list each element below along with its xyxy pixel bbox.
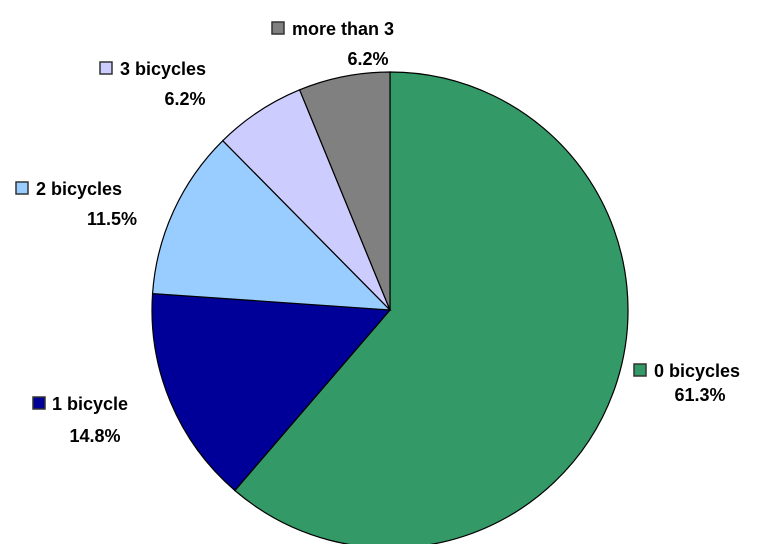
slice-value-label: 6.2% [347,49,388,69]
pie-slice [151,139,392,311]
slice-value-label: 61.3% [674,385,725,405]
legend-swatch [99,61,113,75]
slice-label: 3 bicycles [120,59,206,79]
legend-swatch [32,396,46,410]
slice-value-label: 11.5% [87,209,137,229]
legend-swatch [271,21,285,35]
slice-label: 1 bicycle [52,394,128,414]
slice-label: 2 bicycles [36,179,122,199]
pie-slice [151,292,392,492]
legend-swatch [633,363,647,377]
slice-value-label: 6.2% [164,89,205,109]
legend-swatch [15,181,29,195]
pie-slice [234,71,629,544]
pie-slice [298,71,391,311]
slice-label: 0 bicycles [654,361,740,381]
slice-label: more than 3 [292,19,394,39]
slice-value-label: 14.8% [69,426,120,446]
